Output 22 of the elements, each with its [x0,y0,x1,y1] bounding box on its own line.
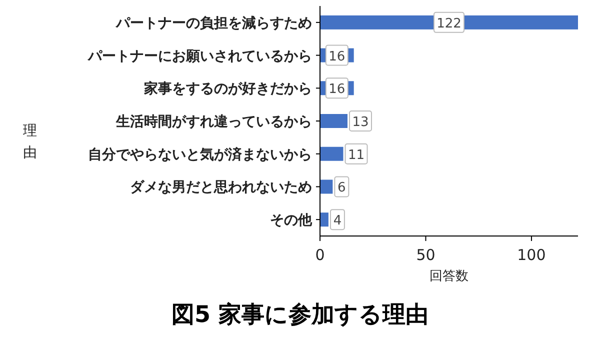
x-tick-label: 0 [315,246,325,264]
x-tick-label: 100 [517,246,546,264]
data-label: 11 [348,148,365,163]
y-tick-label: 家事をするのが好きだから [143,80,312,98]
data-label: 6 [338,180,346,196]
bar [320,212,328,227]
y-tick-label: パートナーにお願いされているから [87,48,312,64]
y-tick-label: パートナーの負担を減らすため [115,15,312,32]
text: 図5 家事に参加する理由 [171,301,429,328]
y-axis-title: 理由 [23,123,37,161]
x-tick-label: 50 [416,246,436,264]
data-label: 4 [333,214,342,229]
data-label: 122 [436,16,462,32]
data-label: 13 [352,115,369,130]
y-tick-label: その他 [270,212,313,229]
bar [320,114,348,128]
y-tick-label: 生活時間がすれ違っているから [115,114,312,130]
data-label: 16 [328,49,346,64]
data-label: 16 [328,82,346,98]
y-tick-label: 自分でやらないと気が済まないから [88,146,312,163]
x-axis-title: 回答数 [430,269,468,284]
y-tick-label: ダメな男だと思われないため [130,180,312,196]
